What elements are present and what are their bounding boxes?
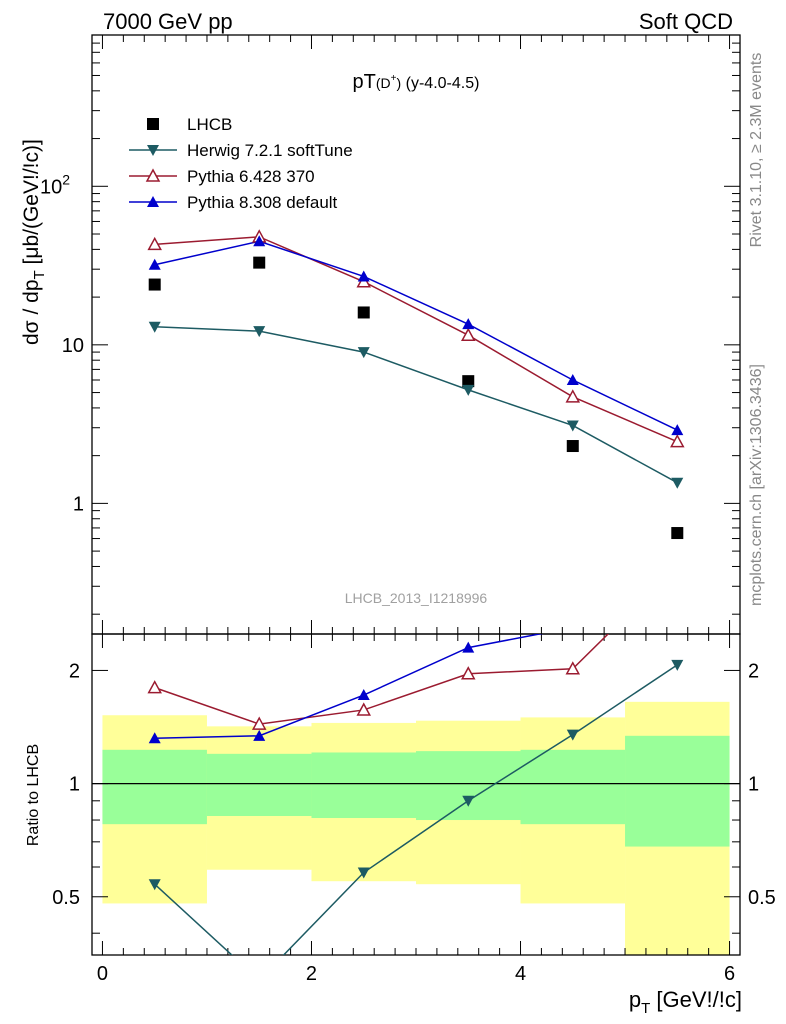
legend-label: Pythia 6.428 370 — [187, 167, 315, 186]
ratio-y-tick-label-left: 0.5 — [52, 887, 80, 909]
main-point — [671, 424, 684, 436]
ratio-point — [462, 795, 475, 807]
main-line — [154, 326, 678, 484]
main-point — [357, 347, 370, 359]
ratio-y-tick-label-left: 2 — [69, 660, 80, 682]
ratio-marker-group — [148, 659, 684, 891]
main-point — [148, 321, 161, 333]
ratio-point — [566, 729, 579, 741]
main-y-tick-label: 1 — [73, 493, 84, 515]
main-point — [460, 327, 476, 341]
x-tick-label: 2 — [306, 963, 317, 985]
ratio-point — [671, 659, 684, 671]
band-inner-2 — [311, 752, 416, 819]
ratio-point — [565, 661, 581, 675]
ratio-point — [251, 716, 267, 730]
legend-label: LHCB — [187, 115, 232, 134]
main-point — [462, 318, 475, 330]
main-line — [154, 240, 678, 431]
main-y-tick-label: 10 — [62, 335, 84, 357]
ratio-point — [460, 666, 476, 680]
band-inner-4 — [520, 749, 626, 825]
main-point — [566, 374, 579, 386]
x-tick-label: 0 — [97, 963, 108, 985]
main-point — [462, 375, 475, 388]
x-tick-label: 6 — [724, 963, 735, 985]
ratio-marker-group — [148, 641, 475, 744]
ratio-point — [357, 689, 370, 701]
main-point — [253, 256, 266, 269]
ratio-point — [356, 702, 372, 716]
main-point — [253, 235, 266, 247]
main-point — [670, 434, 685, 448]
main-point — [566, 440, 579, 453]
ratio-uncertainty-bands — [92, 701, 740, 955]
ratio-line — [154, 634, 544, 740]
main-ylabel: dσ / dpT [μb/(GeV!/!c)] — [20, 139, 48, 345]
mcplots-label: mcplots.cern.ch [arXiv:1306.3436] — [748, 364, 765, 606]
main-y-tick-label: 102 — [40, 171, 70, 198]
legend-marker — [147, 196, 159, 207]
main-line — [154, 236, 678, 443]
main-point — [566, 420, 579, 432]
ratio-point — [147, 680, 162, 694]
tick-exp: 2 — [62, 171, 70, 187]
legend: LHCB Herwig 7.2.1 softTune Pythia 6.428 37… — [129, 115, 353, 212]
main-point — [357, 270, 370, 282]
x-tick-label: 4 — [515, 963, 526, 985]
ratio-ylabel: Ratio to LHCB — [25, 744, 42, 846]
main-title: pT(D+) (y-4.0-4.5) — [353, 71, 480, 93]
analysis-watermark: LHCB_2013_I1218996 — [345, 590, 488, 606]
band-inner-5 — [625, 735, 730, 847]
main-point — [147, 236, 162, 251]
header-left: 7000 GeV pp — [103, 9, 233, 34]
main-point — [671, 477, 684, 489]
x-axis-label: pT [GeV!/!c] — [629, 987, 742, 1017]
legend-marker — [145, 168, 161, 182]
ratio-y-tick-label-right: 0.5 — [748, 887, 776, 909]
main-point — [357, 306, 370, 319]
band-inner-3 — [416, 751, 521, 821]
series-lines — [154, 236, 678, 955]
ratio-point — [148, 879, 161, 891]
tick-base: 10 — [40, 176, 62, 198]
main-point — [148, 278, 161, 291]
ratio-line — [154, 664, 678, 955]
ratio-point — [462, 641, 475, 653]
legend-label: Herwig 7.2.1 softTune — [187, 141, 353, 160]
axis-ticks — [92, 34, 740, 955]
band-inner-1 — [206, 753, 312, 816]
rivet-label: Rivet 3.1.10, ≥ 2.3M events — [748, 53, 765, 248]
ratio-y-tick-label-right: 2 — [748, 660, 759, 682]
ratio-point — [148, 732, 161, 744]
ratio-y-tick-label-right: 1 — [748, 774, 759, 796]
ratio-y-tick-label-left: 1 — [69, 774, 80, 796]
ratio-point — [357, 867, 370, 879]
series-markers — [147, 229, 685, 891]
main-point — [671, 527, 684, 540]
main-point — [462, 384, 475, 396]
header-right: Soft QCD — [639, 9, 733, 34]
main-point — [253, 326, 266, 338]
legend-marker — [147, 118, 159, 130]
band-inner-0 — [102, 749, 207, 825]
ratio-line — [154, 634, 610, 725]
main-point — [148, 258, 161, 270]
ratio-point — [253, 729, 266, 741]
legend-label: Pythia 8.308 default — [187, 193, 338, 212]
main-point — [565, 389, 581, 403]
legend-marker — [147, 145, 159, 156]
ratio-marker-group — [147, 661, 581, 730]
